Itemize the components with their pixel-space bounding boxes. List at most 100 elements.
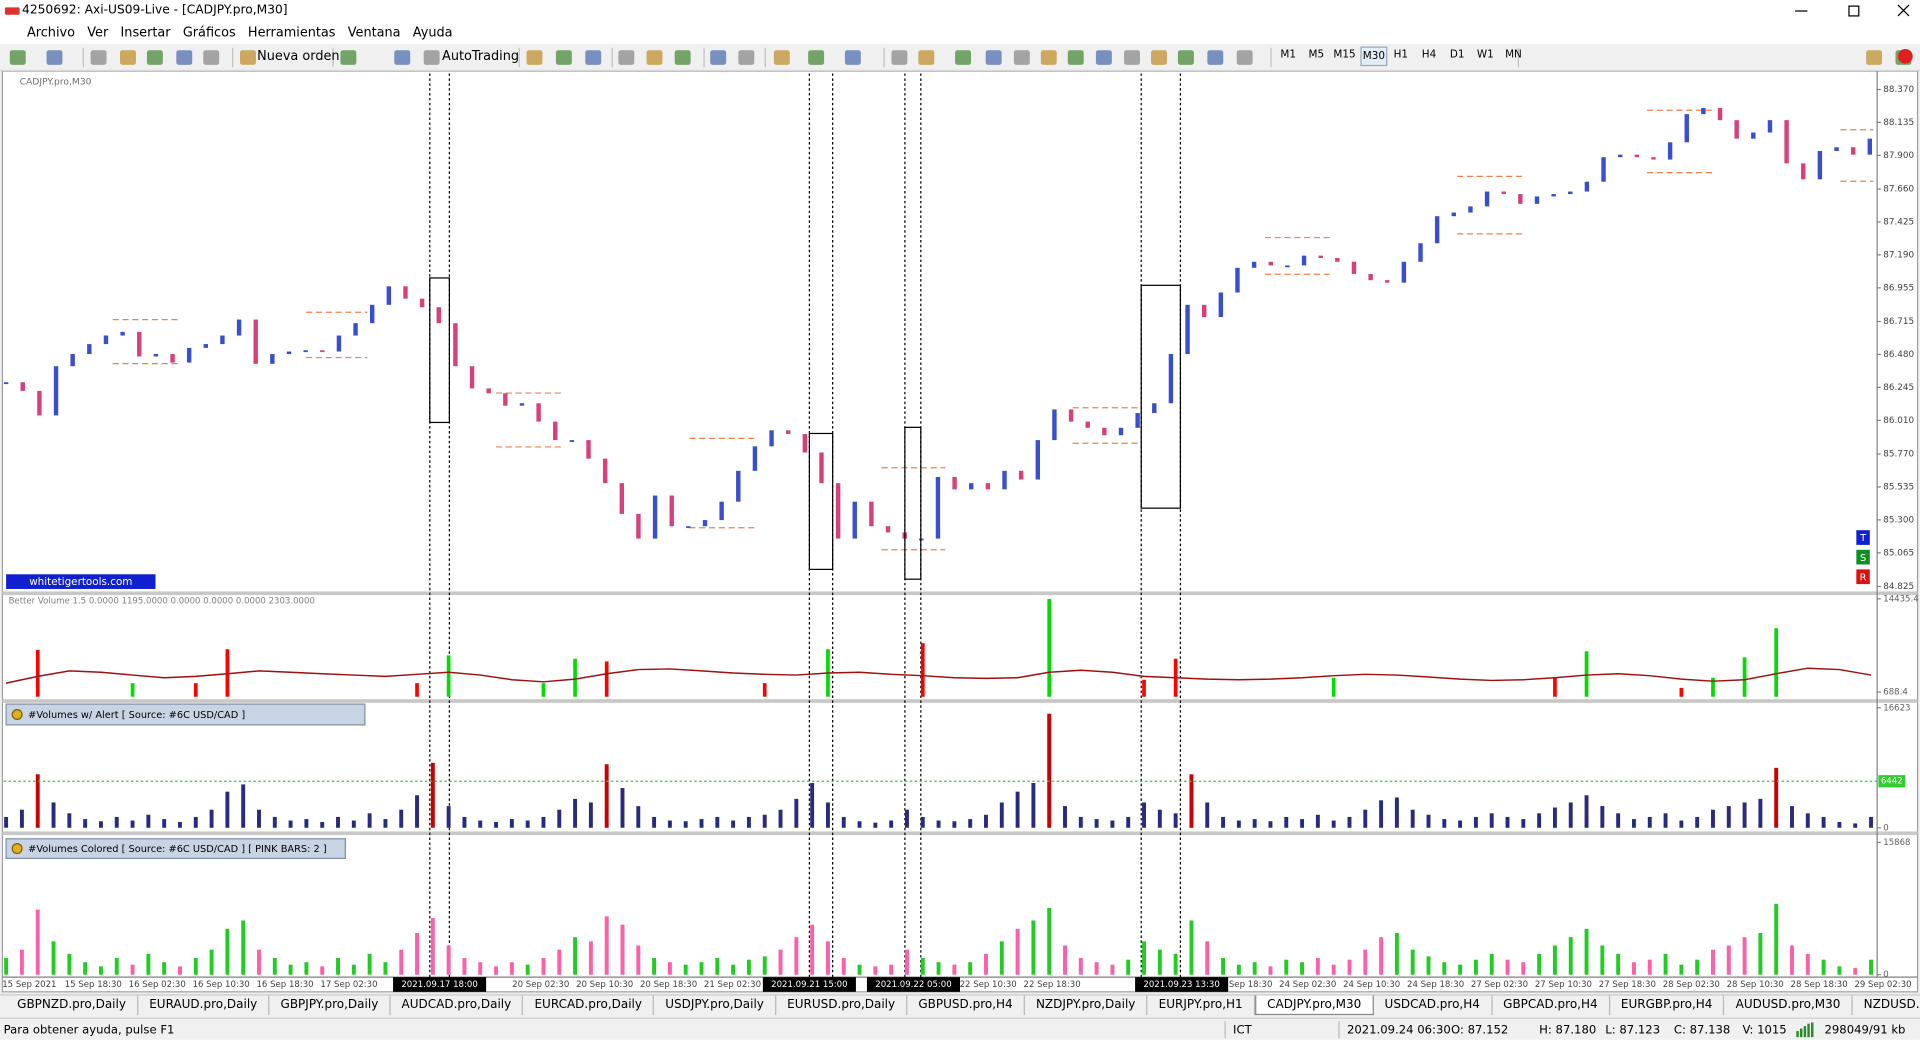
timeframe-button[interactable]: M15 <box>1333 48 1356 62</box>
volume-bar <box>478 962 483 975</box>
volume-bar <box>1505 959 1510 975</box>
toolbar-icon[interactable] <box>90 50 107 65</box>
timeframe-button[interactable]: MN <box>1505 48 1522 62</box>
toolbar-icon[interactable] <box>1207 50 1224 65</box>
toolbar-icon[interactable] <box>146 50 163 65</box>
timeframe-button[interactable]: M5 <box>1308 48 1325 62</box>
volume-bar <box>241 920 246 975</box>
toolbar-icon[interactable] <box>1236 50 1253 65</box>
volume-bar <box>304 819 309 828</box>
toolbar-icon[interactable] <box>526 50 543 65</box>
volume-bar <box>288 964 293 975</box>
toolbar-icon[interactable] <box>46 50 63 65</box>
toolbar-icon[interactable] <box>738 50 755 65</box>
toolbar-icon[interactable] <box>340 50 357 65</box>
panel-button[interactable] <box>1856 549 1870 565</box>
volume-bar <box>67 953 72 975</box>
toolbar-icon[interactable] <box>674 50 691 65</box>
toolbar-icon[interactable] <box>1067 50 1084 65</box>
toolbar-icon[interactable] <box>394 50 411 65</box>
toolbar-icon[interactable] <box>176 50 193 65</box>
volume-bar <box>1173 953 1178 975</box>
timeframe-button[interactable]: W1 <box>1476 48 1494 62</box>
toolbar-icon[interactable] <box>955 50 972 65</box>
volume-bar <box>336 958 340 975</box>
menu-item[interactable]: Ventana <box>347 25 401 41</box>
chart-tab[interactable]: USDCAD.pro,H4 <box>1374 995 1493 1016</box>
volume-bar <box>1094 962 1099 975</box>
toolbar-icon[interactable] <box>240 50 256 65</box>
toolbar-icon[interactable] <box>808 50 825 65</box>
time-marker-label: 2021.09.21 15:00 <box>771 980 847 990</box>
toolbar-icon[interactable] <box>423 50 440 65</box>
timeframe-button[interactable]: H1 <box>1393 48 1409 62</box>
chart-tab[interactable]: USDJPY.pro,Daily <box>654 995 777 1016</box>
panel-button[interactable] <box>1856 530 1870 545</box>
toolbar-icon[interactable] <box>1177 50 1194 65</box>
menu-item[interactable]: Insertar <box>120 25 171 41</box>
menu-item[interactable]: Archivo <box>26 25 76 41</box>
panel-button[interactable] <box>1856 569 1870 585</box>
timeframe-button[interactable]: H4 <box>1421 48 1437 62</box>
volumes-alert-header <box>5 703 366 726</box>
candle <box>303 350 308 353</box>
toolbar-icon[interactable] <box>618 50 635 65</box>
volume-bar <box>241 784 246 828</box>
chart-tab[interactable]: EURUSD.pro,Daily <box>776 995 908 1016</box>
toolbar-icon[interactable] <box>710 50 727 65</box>
chart-tab[interactable]: GBPUSD.pro,H4 <box>907 995 1025 1016</box>
menu-item[interactable]: Herramientas <box>247 25 336 41</box>
chart-tab[interactable]: EURGBP.pro,H4 <box>1610 995 1725 1016</box>
chart-tab[interactable]: GBPJPY.pro,Daily <box>270 995 391 1016</box>
volume-bar <box>1473 816 1478 828</box>
volume-bar <box>794 798 799 828</box>
chart-tab[interactable]: CADJPY.pro,M30 <box>1254 995 1374 1016</box>
status-bar: Para obtener ayuda, pulse F1 ICT 2021.09… <box>0 1017 1920 1040</box>
toolbar-icon[interactable] <box>844 50 861 65</box>
candle <box>120 331 125 336</box>
toolbar-icon[interactable] <box>1013 50 1030 65</box>
chart-tab[interactable]: NZDUSD.pro,M30 <box>1853 996 1920 1016</box>
volume-bar <box>225 791 230 828</box>
chart-tab[interactable]: EURJPY.pro,H1 <box>1148 995 1255 1016</box>
toolbar-icon[interactable] <box>918 50 935 65</box>
chart-tab[interactable]: AUDUSD.pro,M30 <box>1725 995 1853 1016</box>
timeframe-button[interactable]: M1 <box>1280 48 1296 62</box>
chart-tab[interactable]: NZDJPY.pro,Daily <box>1025 995 1148 1016</box>
toolbar-icon[interactable] <box>120 50 136 65</box>
toolbar-icon[interactable] <box>1124 50 1141 65</box>
chart-tab[interactable]: GBPNZD.pro,Daily <box>6 995 139 1016</box>
toolbar-icon[interactable] <box>585 50 602 65</box>
panel-button-label[interactable]: S <box>1860 553 1866 564</box>
toolbar-icon[interactable] <box>773 50 790 65</box>
menu-item[interactable]: Gráficos <box>182 25 236 41</box>
candle <box>719 501 724 521</box>
new-order-button[interactable]: Nueva orden <box>257 48 340 64</box>
toolbar-icon[interactable] <box>203 50 220 65</box>
toolbar-icon[interactable] <box>646 50 663 65</box>
chart-tab[interactable]: AUDCAD.pro,Daily <box>391 995 524 1016</box>
menu-item[interactable]: Ayuda <box>412 25 453 41</box>
volume-bar <box>320 821 325 828</box>
volume-bar <box>494 966 499 975</box>
autotrading-button[interactable]: AutoTrading <box>442 48 520 64</box>
chart-tab[interactable]: EURCAD.pro,Daily <box>523 995 655 1016</box>
chart-tab[interactable]: GBPCAD.pro,H4 <box>1492 995 1610 1016</box>
toolbar-icon[interactable] <box>1866 50 1883 65</box>
timeframe-button[interactable]: D1 <box>1449 48 1465 62</box>
toolbar-icon[interactable] <box>555 50 572 65</box>
panel-button-label[interactable]: R <box>1860 572 1867 583</box>
toolbar-icon[interactable] <box>1095 50 1112 65</box>
panel-button-label[interactable]: T <box>1859 533 1866 544</box>
volumes-colored-header <box>5 838 346 859</box>
menu-item[interactable]: Ver <box>87 25 109 41</box>
window-controls[interactable] <box>1785 0 1920 22</box>
toolbar-icon[interactable] <box>891 50 908 65</box>
timeframe-button[interactable]: M30 <box>1360 46 1388 67</box>
toolbar-icon[interactable] <box>1151 50 1167 65</box>
chart-tab[interactable]: EURAUD.pro,Daily <box>138 995 270 1016</box>
symbol-label: CADJPY.pro,M30 <box>20 77 92 88</box>
toolbar-icon[interactable] <box>985 50 1002 65</box>
toolbar-icon[interactable] <box>1040 50 1057 65</box>
toolbar-icon[interactable] <box>9 50 26 65</box>
